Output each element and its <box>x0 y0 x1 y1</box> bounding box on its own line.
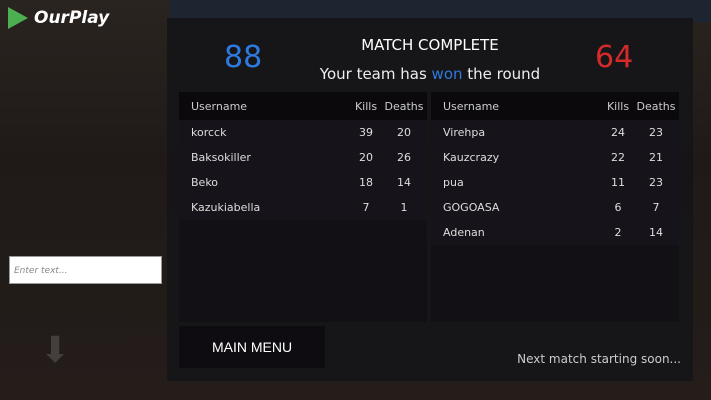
table-row: Adenan 2 14 <box>431 220 679 245</box>
chat-input[interactable]: Enter text... <box>9 256 162 284</box>
brand-name: OurPlay <box>34 8 110 28</box>
player-name: Adenan <box>443 226 485 239</box>
player-deaths: 23 <box>649 176 663 189</box>
player-kills: 20 <box>359 151 373 164</box>
col-kills: Kills <box>606 99 630 113</box>
red-team-table: Username Kills Deaths Virehpa 24 23 Kauzcrazy… <box>431 92 679 322</box>
result-word: won <box>431 65 463 83</box>
player-deaths: 20 <box>397 126 411 139</box>
round-result: Your team has won the round <box>167 65 693 83</box>
player-name: GOGOASA <box>443 201 500 214</box>
player-deaths: 26 <box>397 151 411 164</box>
page-title: MATCH COMPLETE <box>361 36 499 54</box>
player-kills: 39 <box>359 126 373 139</box>
table-row: Kazukiabella 7 1 <box>179 195 427 220</box>
red-score: 64 <box>595 40 634 75</box>
player-kills: 6 <box>614 201 622 214</box>
col-deaths: Deaths <box>384 99 424 113</box>
play-icon <box>8 7 28 29</box>
blue-score: 88 <box>224 40 263 75</box>
main-menu-button[interactable]: MAIN MENU <box>179 326 325 368</box>
col-username: Username <box>191 99 248 113</box>
player-kills: 2 <box>614 226 622 239</box>
table-row: pua 11 23 <box>431 170 679 195</box>
blue-team-table: Username Kills Deaths korcck 39 20 Baksokille… <box>179 92 427 322</box>
player-name: Virehpa <box>443 126 486 139</box>
table-row: Baksokiller 20 26 <box>179 145 427 170</box>
player-deaths: 1 <box>400 201 408 214</box>
col-username: Username <box>443 99 500 113</box>
subtitle-text: the round <box>462 65 541 83</box>
player-name: korcck <box>191 126 227 139</box>
down-arrow-icon[interactable]: ⬇ <box>40 330 71 371</box>
player-kills: 22 <box>611 151 625 164</box>
hud-bar <box>170 0 711 22</box>
player-deaths: 23 <box>649 126 663 139</box>
col-deaths: Deaths <box>636 99 676 113</box>
player-kills: 18 <box>359 176 373 189</box>
table-row: korcck 39 20 <box>179 120 427 145</box>
player-deaths: 14 <box>649 226 663 239</box>
table-header: Username Kills Deaths <box>431 92 679 120</box>
player-name: Beko <box>191 176 219 189</box>
table-row: Virehpa 24 23 <box>431 120 679 145</box>
player-kills: 24 <box>611 126 625 139</box>
player-deaths: 7 <box>652 201 660 214</box>
player-deaths: 14 <box>397 176 411 189</box>
match-summary-panel: 88 64 MATCH COMPLETE Your team has won t… <box>167 18 693 381</box>
table-header: Username Kills Deaths <box>179 92 427 120</box>
subtitle-text: Your team has <box>319 65 432 83</box>
ourplay-logo: OurPlay <box>8 7 109 29</box>
table-row: GOGOASA 6 7 <box>431 195 679 220</box>
next-match-status: Next match starting soon... <box>517 352 681 366</box>
player-kills: 7 <box>362 201 370 214</box>
table-row: Beko 18 14 <box>179 170 427 195</box>
player-name: Kazukiabella <box>191 201 261 214</box>
table-row: Kauzcrazy 22 21 <box>431 145 679 170</box>
player-name: pua <box>443 176 464 189</box>
player-name: Kauzcrazy <box>443 151 500 164</box>
col-kills: Kills <box>354 99 378 113</box>
player-name: Baksokiller <box>191 151 251 164</box>
player-deaths: 21 <box>649 151 663 164</box>
player-kills: 11 <box>611 176 625 189</box>
